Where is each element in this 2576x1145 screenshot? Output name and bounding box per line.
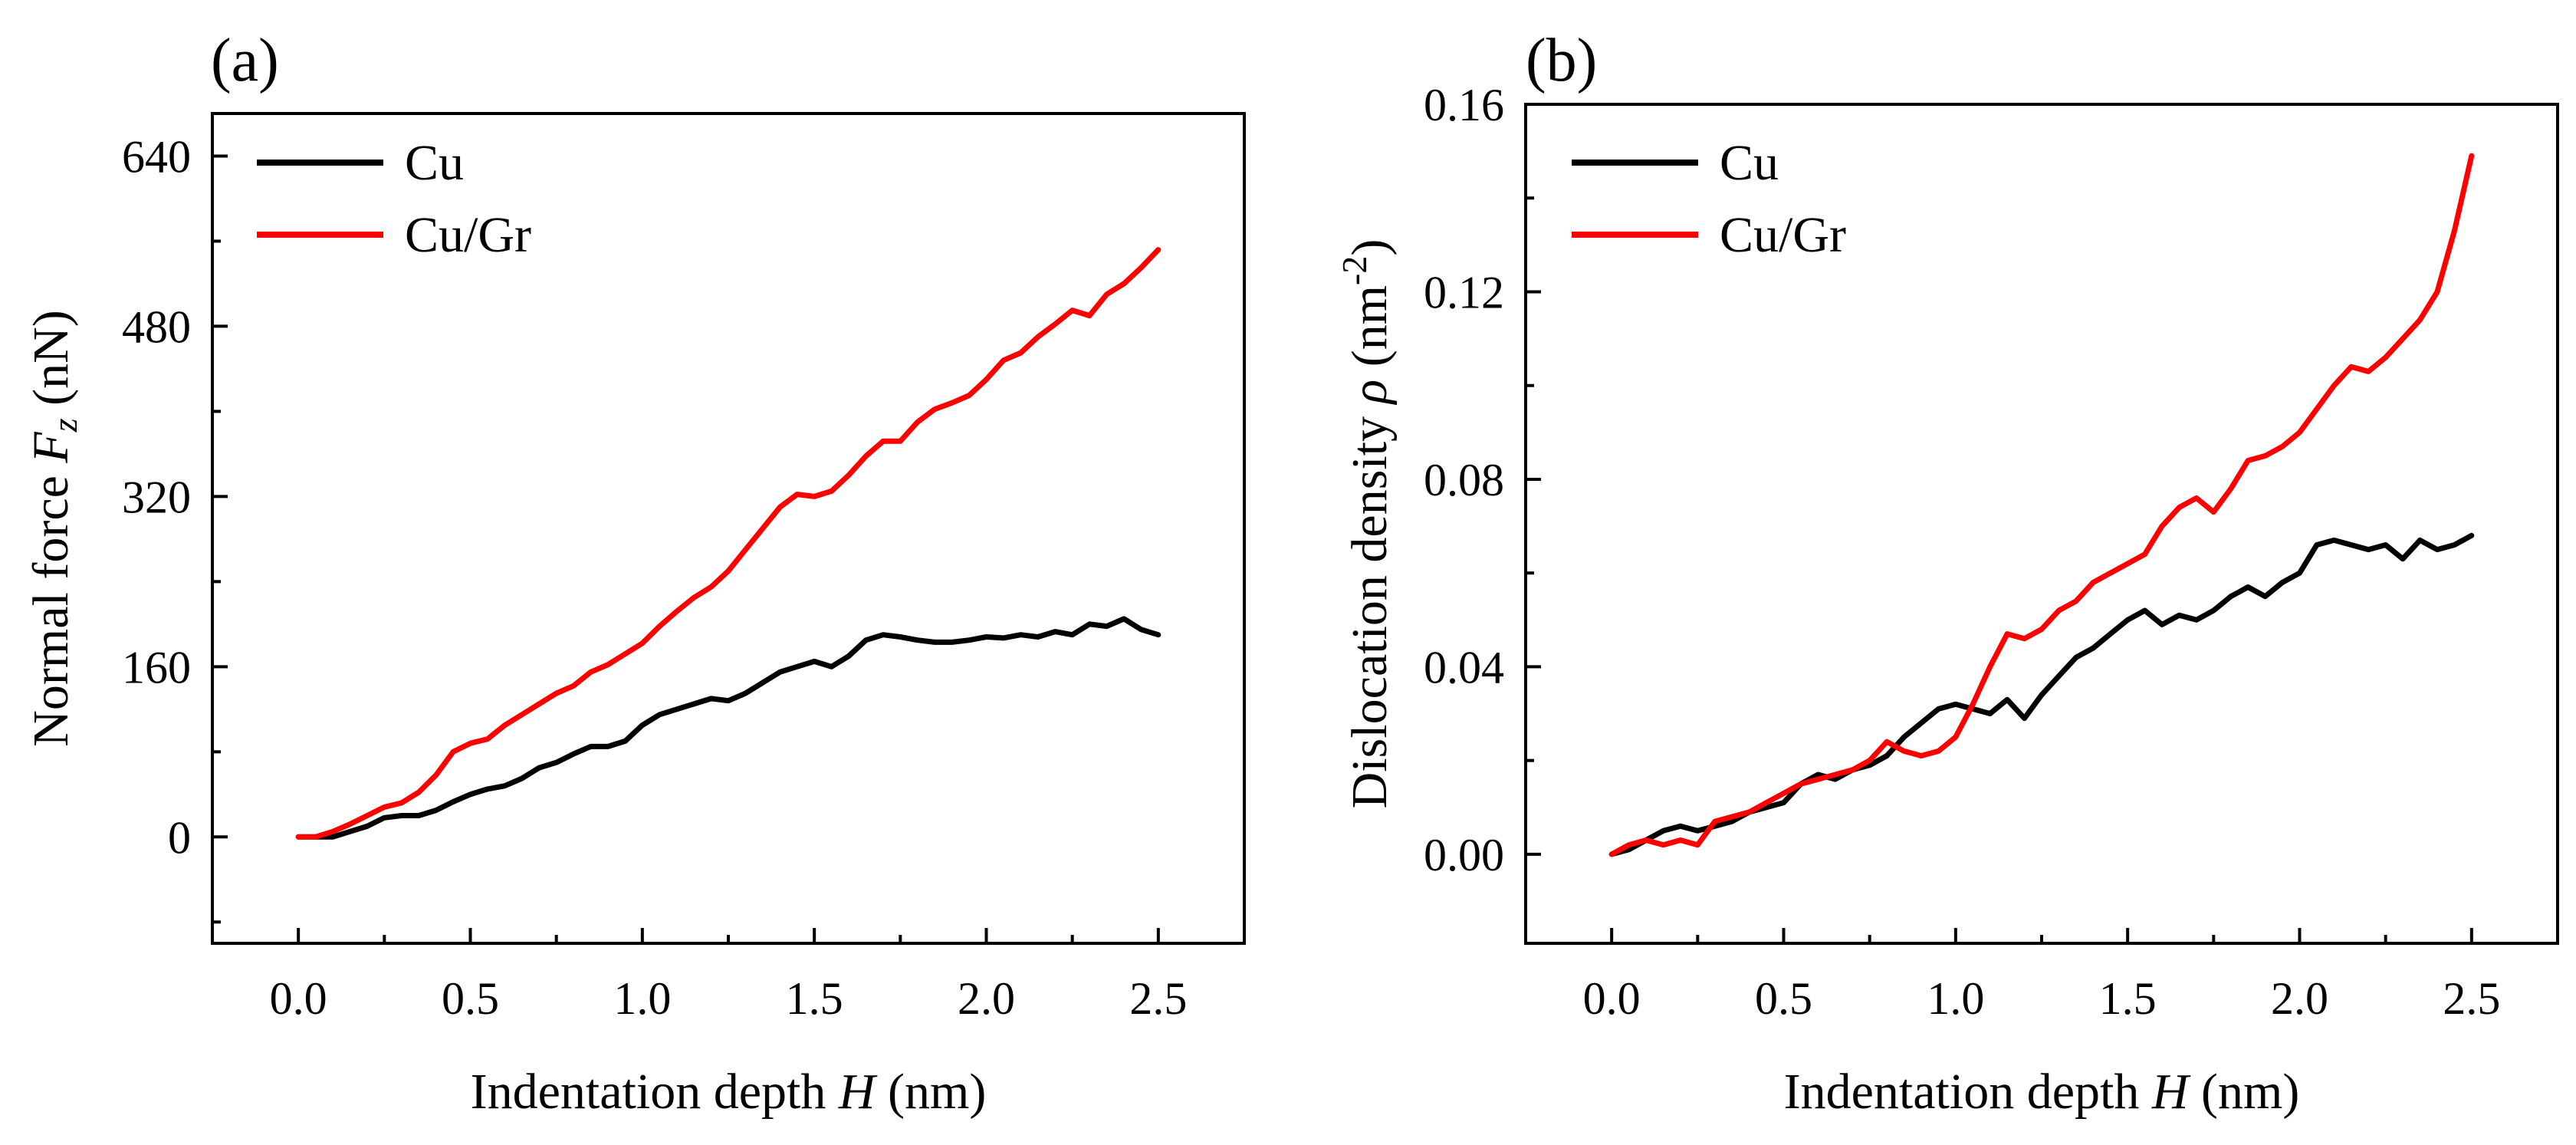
panel-a-legend-label-cu: Cu: [405, 135, 464, 191]
panel-b-xlabel-prefix: Indentation depth: [1784, 1064, 2152, 1120]
x-tick-label-a-1: 0.5: [442, 973, 499, 1024]
panel-a: (a) 0.0 0.5 1.0 1.5 2.0 2.5 0 160 320 480 640 Cu C…: [23, 27, 1246, 1120]
panel-a-series: [295, 247, 1162, 840]
panel-a-tick-labels: 0.0 0.5 1.0 1.5 2.0 2.5 0 160 320 480 640: [122, 131, 1187, 1024]
series-line-a-cu: [295, 616, 1162, 840]
y-tick-label-a-4: 640: [122, 131, 191, 182]
panel-a-label: (a): [211, 27, 279, 94]
panel-a-ylabel-prefix: Normal force: [23, 463, 79, 747]
x-tick-label-a-4: 2.0: [958, 973, 1015, 1024]
panel-a-xlabel-var: H: [838, 1064, 878, 1120]
y-tick-label-b-4: 0.16: [1424, 80, 1504, 130]
y-tick-label-b-3: 0.12: [1424, 267, 1504, 318]
y-tick-label-a-3: 480: [122, 301, 191, 352]
panel-b-ylabel-prefix: Dislocation density: [1342, 403, 1398, 808]
x-tick-label-a-3: 1.5: [786, 973, 843, 1024]
panel-a-ylabel-var: F: [23, 432, 79, 464]
y-tick-label-a-1: 160: [122, 642, 191, 693]
panel-a-xlabel-suffix: (nm): [876, 1064, 987, 1120]
panel-b-ticks: [1526, 103, 2473, 943]
x-tick-label-b-2: 1.0: [1927, 973, 1984, 1024]
y-tick-label-a-0: 0: [168, 812, 191, 863]
y-tick-label-b-2: 0.08: [1424, 455, 1504, 505]
y-tick-label-b-1: 0.04: [1424, 642, 1504, 693]
panel-a-ylabel-sub: z: [45, 418, 84, 433]
panel-a-x-axis-label: Indentation depth H (nm): [471, 1064, 987, 1120]
x-tick-label-b-5: 2.5: [2443, 973, 2500, 1024]
panel-b-ylabel-close: ): [1342, 239, 1398, 256]
x-tick-label-a-5: 2.5: [1129, 973, 1187, 1024]
x-tick-label-b-1: 0.5: [1755, 973, 1812, 1024]
panel-b-tick-labels: 0.0 0.5 1.0 1.5 2.0 2.5 0.00 0.04 0.08 0.12 0.16: [1424, 80, 2500, 1024]
panel-b-ylabel-unit: (nm: [1342, 285, 1398, 380]
x-tick-label-a-2: 1.0: [613, 973, 671, 1024]
panel-b-x-axis-label: Indentation depth H (nm): [1784, 1064, 2300, 1120]
y-tick-label-a-2: 320: [122, 472, 191, 522]
panel-b-series: [1608, 153, 2475, 857]
panel-a-legend-label-cugr: Cu/Gr: [405, 207, 531, 263]
panel-b-ylabel-sup: -2: [1335, 256, 1374, 285]
panel-b-legend: Cu Cu/Gr: [1572, 135, 1846, 263]
x-tick-label-b-0: 0.0: [1583, 973, 1641, 1024]
panel-a-ylabel-suffix: (nN): [23, 310, 79, 418]
y-tick-label-b-0: 0.00: [1424, 830, 1504, 880]
panel-b-xlabel-var: H: [2151, 1064, 2191, 1120]
panel-a-xlabel-prefix: Indentation depth: [471, 1064, 839, 1120]
panel-b-legend-label-cu: Cu: [1720, 135, 1779, 191]
panel-a-legend: Cu Cu/Gr: [257, 135, 531, 263]
panel-b: (b) 0.0 0.5 1.0 1.5 2.0 2.50.000.040.080.120.…: [1335, 27, 2559, 1120]
x-tick-label-b-4: 2.0: [2271, 973, 2328, 1024]
panel-b-label: (b): [1526, 27, 1597, 94]
panel-a-y-axis-label: Normal force Fz (nN): [23, 310, 84, 747]
panel-b-xlabel-suffix: (nm): [2189, 1064, 2300, 1120]
panel-b-ylabel-var: ρ: [1342, 380, 1398, 406]
x-tick-label-b-3: 1.5: [2099, 973, 2157, 1024]
panel-b-y-axis-label: Dislocation density ρ (nm-2): [1335, 239, 1398, 809]
panel-a-ticks: [212, 154, 1160, 943]
panel-b-legend-label-cugr: Cu/Gr: [1720, 207, 1846, 263]
series-line-b-cugr: [1608, 153, 2475, 857]
series-line-a-cugr: [295, 247, 1162, 840]
x-tick-label-a-0: 0.0: [270, 973, 327, 1024]
